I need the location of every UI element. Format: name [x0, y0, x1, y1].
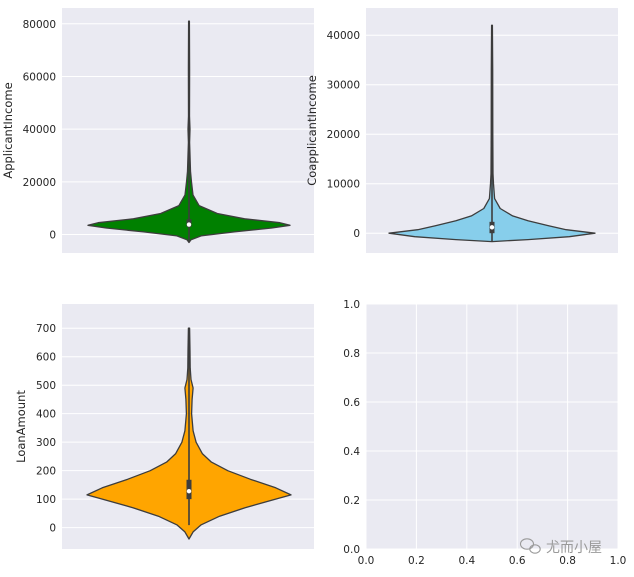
y-tick-label: 600 [36, 352, 56, 364]
y-tick-label: 20000 [23, 177, 56, 189]
watermark: 尤而小屋 [519, 538, 602, 556]
y-tick-label: 200 [36, 466, 56, 478]
subplot-empty: 0.0 0.2 0.4 0.6 0.8 1.0 0.0 0.2 0.4 0.6 0.8 1.0 [343, 299, 626, 567]
subplot-loan-amount: 0 100 200 300 400 500 600 700 LoanAmount [14, 304, 314, 549]
x-tick-label: 0.4 [458, 555, 475, 567]
y-tick-label: 300 [36, 437, 56, 449]
y-tick-label: 20000 [327, 129, 360, 141]
violin-median-dot [186, 488, 192, 494]
y-tick-label: 500 [36, 380, 56, 392]
x-tick-label: 1.0 [610, 555, 627, 567]
y-tick-label: 80000 [23, 19, 56, 31]
y-tick-label: 0.4 [343, 446, 360, 458]
y-tick-label: 60000 [23, 71, 56, 83]
y-tick-label: 40000 [23, 124, 56, 136]
x-tick-label: 0.2 [408, 555, 425, 567]
watermark-text: 尤而小屋 [546, 540, 602, 556]
plot-background [366, 304, 618, 549]
y-tick-label: 0 [353, 228, 360, 240]
y-tick-label: 0.2 [343, 495, 360, 507]
subplot-applicant-income: 0 20000 40000 60000 80000 ApplicantIncome [1, 8, 314, 253]
subplot-coapplicant-income: 0 10000 20000 30000 40000 CoapplicantIncome [305, 8, 618, 253]
y-tick-label: 0.8 [343, 348, 360, 360]
y-axis-label: LoanAmount [14, 390, 28, 463]
y-tick-label: 40000 [327, 30, 360, 42]
y-tick-label: 0.0 [343, 544, 360, 556]
wechat-icon [519, 538, 541, 554]
y-tick-label: 700 [36, 323, 56, 335]
y-tick-label: 10000 [327, 179, 360, 191]
x-tick-label: 0.0 [358, 555, 375, 567]
x-tick-label: 0.6 [509, 555, 526, 567]
y-tick-label: 0 [49, 523, 56, 535]
y-axis-label: ApplicantIncome [1, 82, 15, 178]
violin-median-dot [489, 225, 495, 230]
y-axis-label: CoapplicantIncome [305, 75, 319, 186]
y-tick-label: 100 [36, 494, 56, 506]
violin-median-dot [186, 222, 192, 227]
y-tick-label: 400 [36, 409, 56, 421]
x-tick-label: 0.8 [559, 555, 576, 567]
y-tick-label: 0 [49, 230, 56, 242]
y-tick-label: 30000 [327, 80, 360, 92]
y-tick-label: 0.6 [343, 397, 360, 409]
y-tick-label: 1.0 [343, 299, 360, 311]
